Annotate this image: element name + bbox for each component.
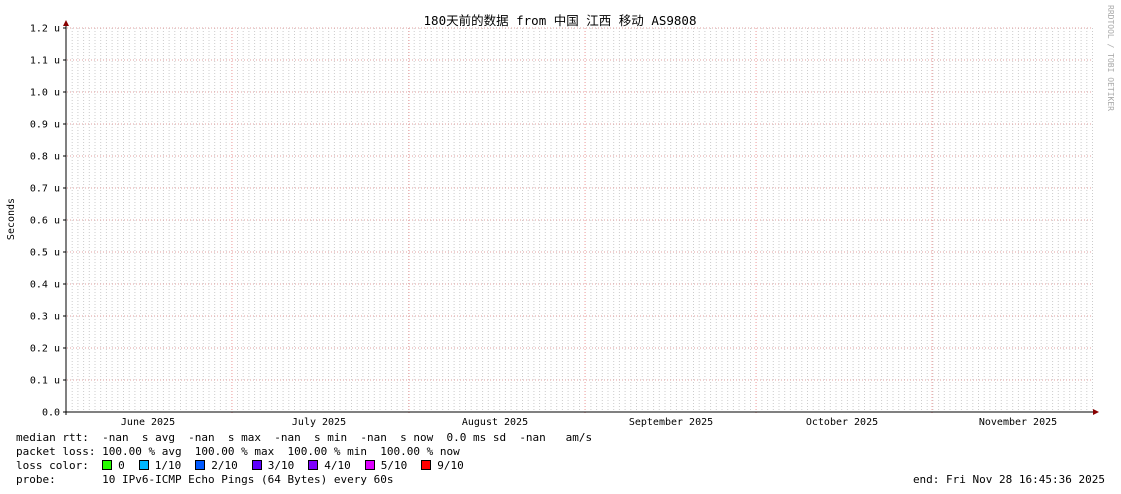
loss-color-item: 9/10 xyxy=(421,459,464,472)
y-tick-label: 0.8 u xyxy=(30,152,60,163)
loss-color-swatch xyxy=(102,460,113,470)
packet-loss-legend: packet loss: 100.00 % avg 100.00 % max 1… xyxy=(16,445,460,458)
loss-color-swatch xyxy=(421,460,432,470)
loss-color-item: 4/10 xyxy=(308,459,351,472)
end-time: end: Fri Nov 28 16:45:36 2025 xyxy=(912,473,1105,486)
loss-color-label: 0 xyxy=(118,459,125,472)
y-tick-label: 1.1 u xyxy=(30,56,60,67)
loss-color-item: 5/10 xyxy=(364,459,408,472)
loss-color-label: 5/10 xyxy=(380,459,408,472)
x-tick-label: November 2025 xyxy=(979,417,1057,428)
y-tick-label: 0.7 u xyxy=(30,184,60,195)
loss-color-swatch xyxy=(195,460,206,470)
loss-color-label: loss color: xyxy=(16,459,103,472)
loss-color-label: 9/10 xyxy=(437,459,464,472)
x-tick-label: September 2025 xyxy=(629,417,713,428)
y-tick-label: 0.1 u xyxy=(30,376,60,387)
rrdtool-watermark: RRDTOOL / TOBI OETIKER xyxy=(1106,5,1115,111)
loss-color-label: 4/10 xyxy=(324,459,351,472)
chart: 180天前的数据 from 中国 江西 移动 AS9808 Seconds RR… xyxy=(6,5,1115,428)
loss-color-item: 1/10 xyxy=(138,459,182,472)
y-tick-label: 0.0 xyxy=(42,408,60,419)
loss-color-swatch xyxy=(364,460,375,470)
chart-title: 180天前的数据 from 中国 江西 移动 AS9808 xyxy=(424,13,697,28)
loss-color-item: 0 xyxy=(102,459,125,472)
loss-color-item: 2/10 xyxy=(195,459,238,472)
x-axis-arrow-icon xyxy=(1093,409,1099,415)
x-tick-label: June 2025 xyxy=(121,417,175,428)
x-tick-label: October 2025 xyxy=(806,417,878,428)
x-tick-label: August 2025 xyxy=(462,417,528,428)
y-tick-label: 0.6 u xyxy=(30,216,60,227)
y-axis-label: Seconds xyxy=(6,198,17,240)
loss-color-label: 3/10 xyxy=(267,459,295,472)
median-rtt-legend: median rtt: -nan s avg -nan s max -nan s… xyxy=(16,431,593,444)
y-tick-label: 0.5 u xyxy=(30,248,60,259)
y-tick-label: 1.2 u xyxy=(30,24,60,35)
y-tick-label: 1.0 u xyxy=(30,88,60,99)
loss-color-swatch xyxy=(251,460,262,470)
probe-legend: probe: 10 IPv6-ICMP Echo Pings (64 Bytes… xyxy=(16,473,394,486)
loss-color-label: 1/10 xyxy=(154,459,182,472)
loss-color-swatch xyxy=(308,460,319,470)
y-tick-label: 0.2 u xyxy=(30,344,60,355)
y-tick-label: 0.4 u xyxy=(30,280,60,291)
y-tick-label: 0.3 u xyxy=(30,312,60,323)
y-tick-label: 0.9 u xyxy=(30,120,60,131)
y-axis-arrow-icon xyxy=(63,20,69,26)
loss-color-legend: loss color: 0 1/10 2/10 3/10 4/10 5/10 9/10 xyxy=(16,459,478,473)
loss-color-label: 2/10 xyxy=(211,459,238,472)
x-tick-label: July 2025 xyxy=(292,417,346,428)
loss-color-item: 3/10 xyxy=(251,459,295,472)
loss-color-swatch xyxy=(138,460,149,470)
